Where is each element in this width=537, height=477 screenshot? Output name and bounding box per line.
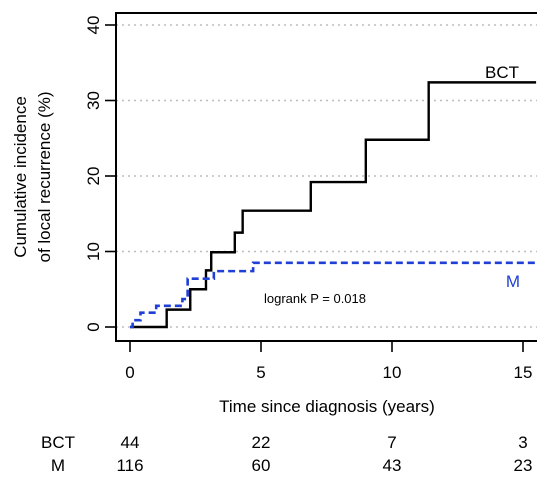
risk-value-bct-0: 44 bbox=[121, 433, 140, 452]
risk-value-bct-15: 3 bbox=[518, 433, 527, 452]
x-tick-label-10: 10 bbox=[383, 363, 402, 382]
y-axis-title: Cumulative incidence of local recurrence… bbox=[11, 91, 54, 262]
y-axis-title-line2: of local recurrence (%) bbox=[35, 91, 54, 262]
series-label-m: M bbox=[506, 272, 520, 291]
risk-value-bct-10: 7 bbox=[387, 433, 396, 452]
series-line-bct bbox=[130, 81, 537, 329]
risk-table: BCT 44 22 7 3 M 116 60 43 23 bbox=[41, 433, 532, 475]
series-line-m bbox=[130, 261, 537, 329]
risk-value-m-15: 23 bbox=[514, 456, 533, 475]
risk-row-label-bct: BCT bbox=[41, 433, 75, 452]
y-ticks: 0 10 20 30 40 bbox=[84, 16, 116, 332]
risk-value-m-5: 60 bbox=[252, 456, 271, 475]
y-tick-label-30: 30 bbox=[84, 91, 103, 110]
risk-value-bct-5: 22 bbox=[252, 433, 271, 452]
risk-value-m-0: 116 bbox=[116, 456, 143, 475]
x-ticks: 0 5 10 15 bbox=[125, 341, 532, 382]
x-tick-label-5: 5 bbox=[256, 363, 265, 382]
series-label-bct: BCT bbox=[485, 63, 519, 82]
x-tick-label-0: 0 bbox=[125, 363, 134, 382]
series-layer bbox=[130, 81, 537, 329]
y-axis-title-line1: Cumulative incidence bbox=[11, 96, 30, 258]
risk-value-m-10: 43 bbox=[383, 456, 402, 475]
plot-frame bbox=[115, 12, 537, 342]
x-tick-label-15: 15 bbox=[514, 363, 533, 382]
gridlines bbox=[116, 24, 537, 328]
logrank-annotation: logrank P = 0.018 bbox=[264, 291, 366, 306]
y-tick-label-0: 0 bbox=[84, 322, 103, 331]
y-tick-label-40: 40 bbox=[84, 16, 103, 35]
x-axis-title: Time since diagnosis (years) bbox=[219, 397, 435, 416]
risk-row-label-m: M bbox=[51, 456, 65, 475]
y-tick-label-20: 20 bbox=[84, 167, 103, 186]
y-tick-label-10: 10 bbox=[84, 242, 103, 261]
